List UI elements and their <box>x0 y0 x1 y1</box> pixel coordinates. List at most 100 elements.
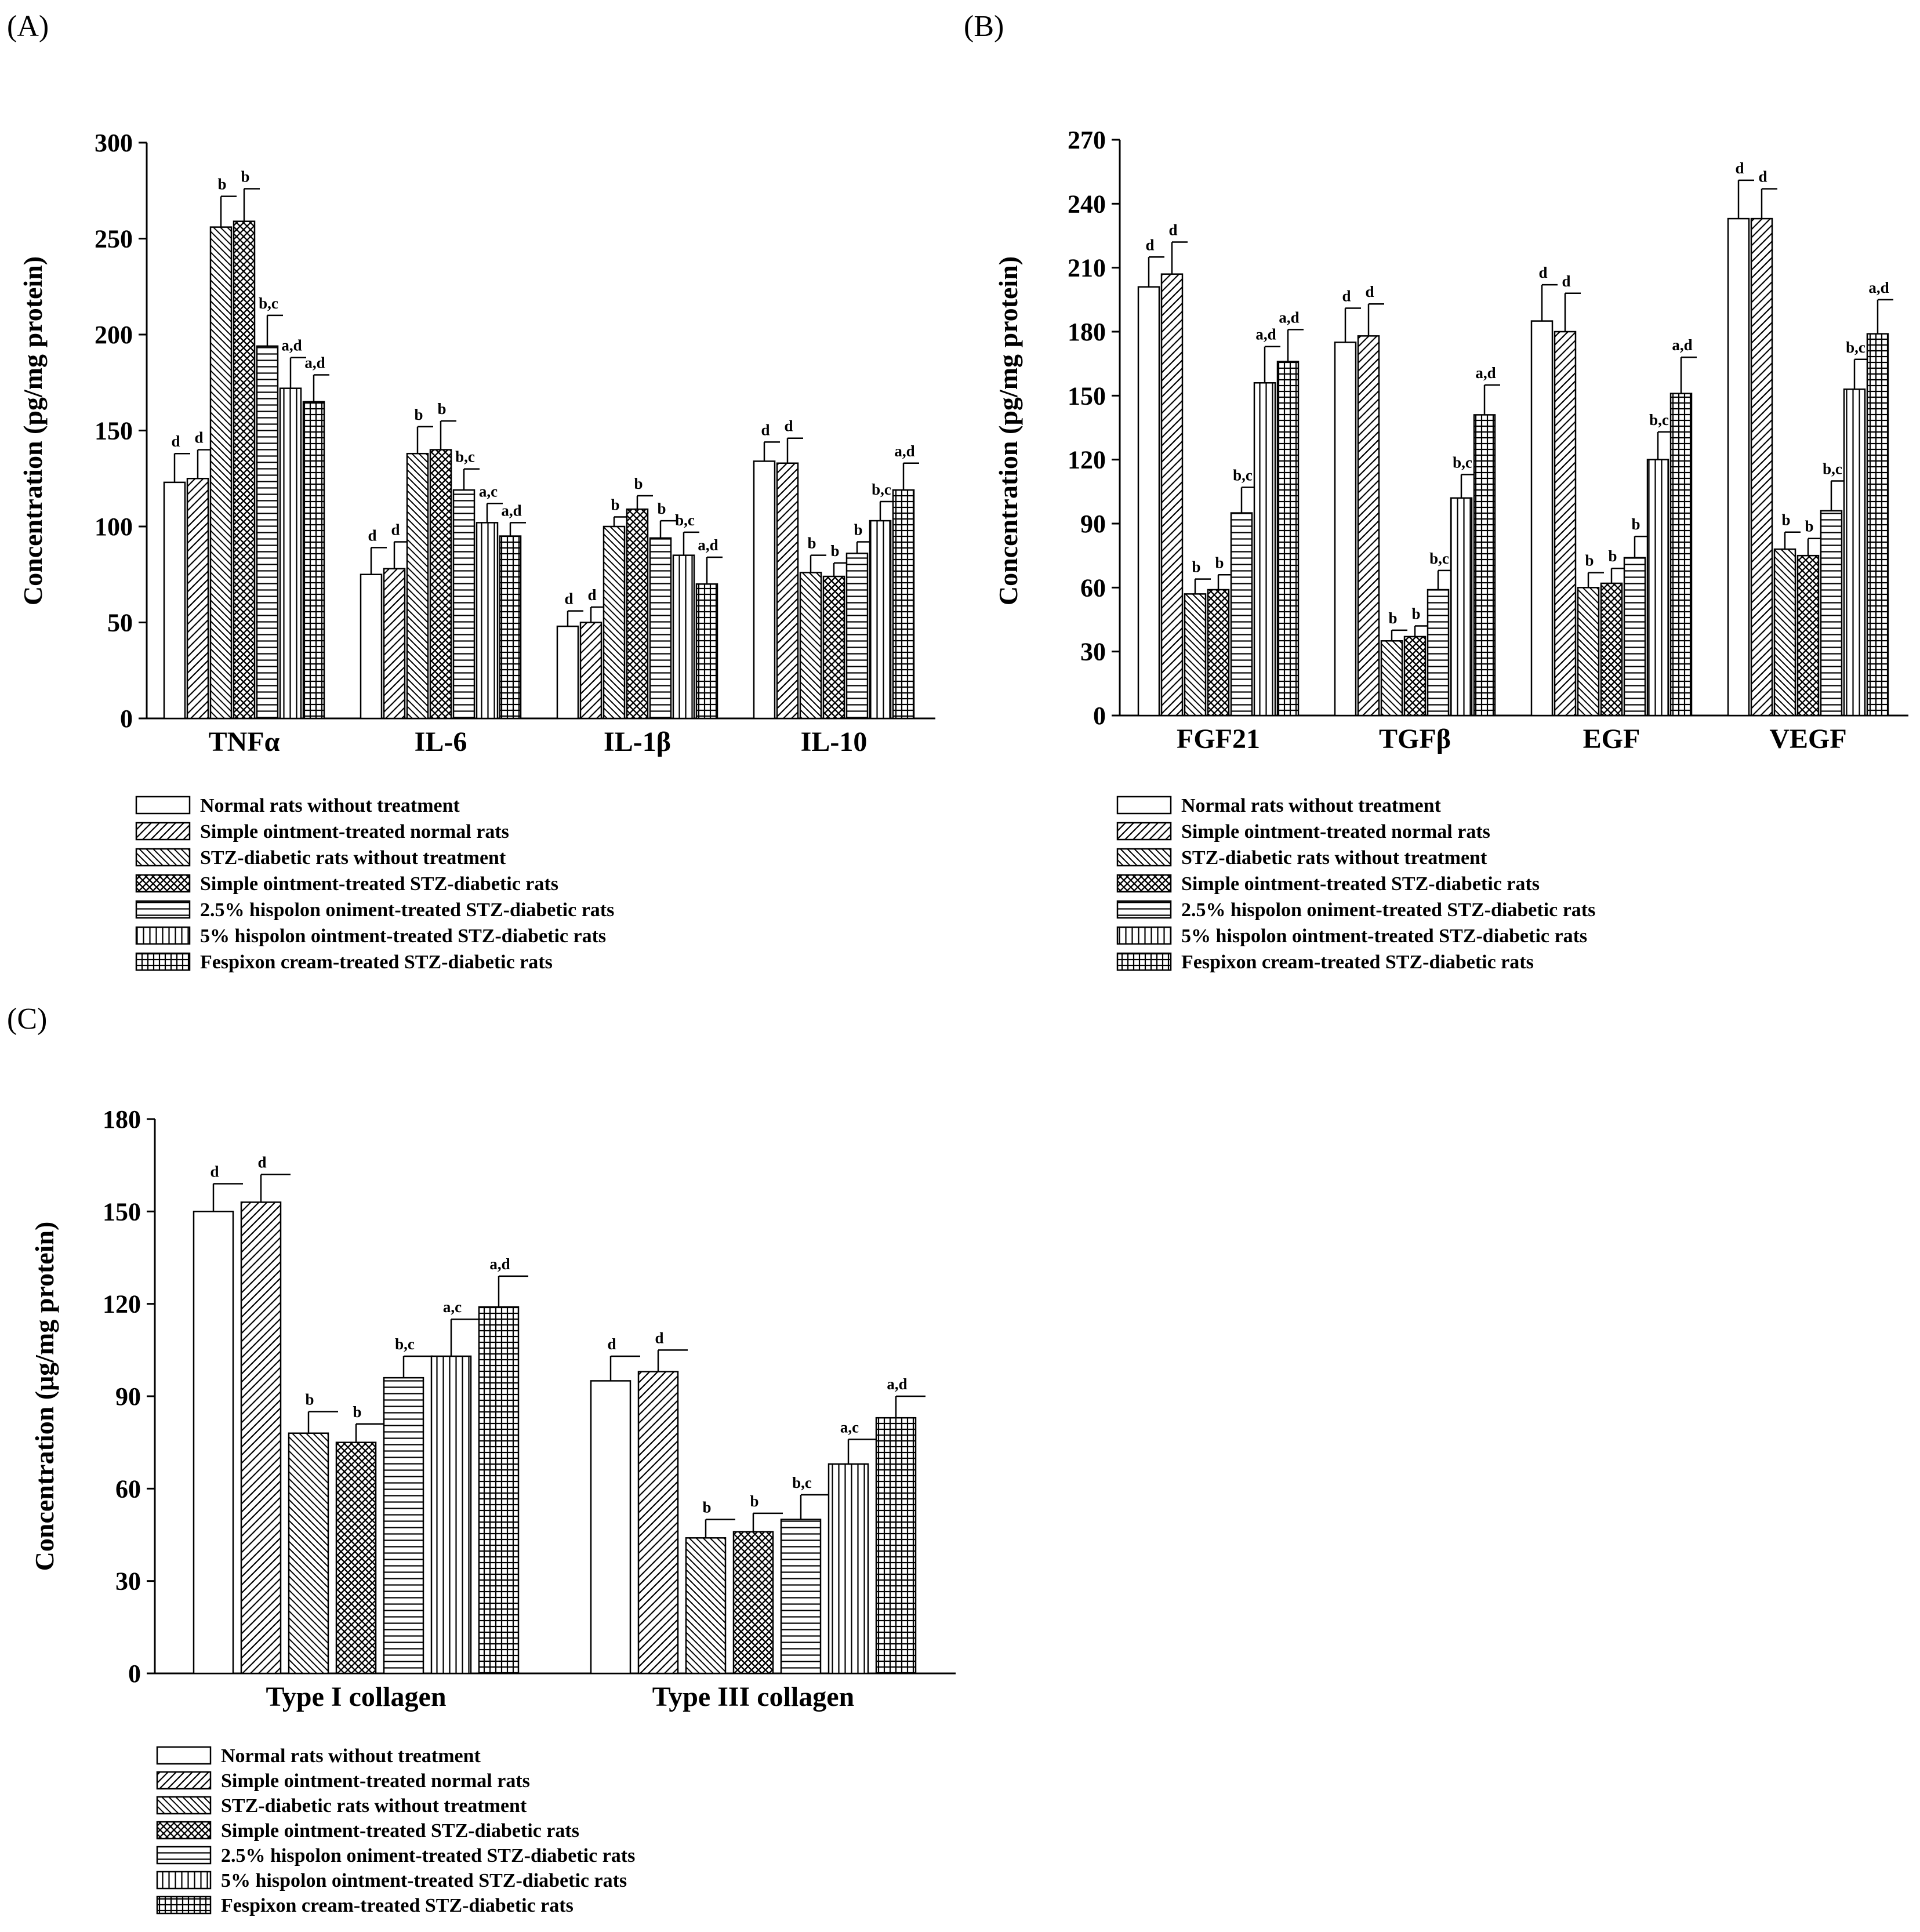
legend-swatch <box>156 1771 212 1790</box>
category-label: IL-10 <box>801 727 868 757</box>
y-tick-label: 90 <box>115 1382 141 1411</box>
legend-swatch <box>156 1895 212 1915</box>
legend-swatch <box>135 952 191 971</box>
category-label: Type I collagen <box>266 1682 446 1712</box>
category-label: TGFβ <box>1379 724 1451 754</box>
bar <box>1623 557 1646 717</box>
bar <box>360 573 383 720</box>
bar <box>753 460 776 720</box>
bar <box>302 401 325 720</box>
bar <box>1230 512 1253 717</box>
significance-label: b,c <box>259 295 278 312</box>
bar <box>383 568 406 720</box>
significance-label: a,c <box>443 1298 462 1316</box>
significance-label: b <box>854 521 862 538</box>
bar <box>499 535 522 720</box>
bar <box>430 1355 472 1675</box>
bar <box>626 508 649 720</box>
significance-label: d <box>564 590 573 608</box>
bar <box>240 1201 282 1675</box>
bar <box>163 481 186 720</box>
bar <box>1357 335 1380 717</box>
y-tick-label: 100 <box>95 513 133 541</box>
bar <box>845 553 869 720</box>
significance-label: b <box>414 406 423 423</box>
bar <box>1843 388 1866 717</box>
significance-label: b <box>1192 558 1200 576</box>
y-tick-label: 150 <box>1068 382 1106 410</box>
bar <box>429 449 452 720</box>
significance-label: b <box>1411 605 1420 623</box>
bar <box>1380 640 1403 717</box>
significance-label: b <box>611 496 619 513</box>
significance-label: d <box>607 1335 616 1353</box>
significance-label: b <box>1215 554 1224 571</box>
legend-swatch <box>1116 952 1172 971</box>
significance-label: b <box>807 535 816 552</box>
y-axis-title: Concentration (pg/mg protein) <box>993 256 1023 605</box>
bar <box>1727 217 1750 717</box>
bar <box>799 572 822 720</box>
bar <box>827 1463 869 1675</box>
bar <box>1796 554 1820 717</box>
significance-label: b,c <box>455 448 475 466</box>
significance-label: d <box>1365 283 1374 300</box>
bar <box>695 583 718 720</box>
y-tick-label: 120 <box>1068 446 1106 474</box>
significance-label: b <box>750 1492 758 1510</box>
legend-swatch <box>1116 874 1172 893</box>
bar <box>590 1380 631 1675</box>
significance-label: b <box>1388 609 1397 627</box>
significance-label: d <box>655 1329 663 1346</box>
y-tick-label: 150 <box>103 1197 141 1226</box>
significance-label: a,d <box>1868 279 1889 296</box>
bar <box>383 1377 424 1675</box>
legend-entry: Normal rats without treatment <box>200 795 460 816</box>
legend-swatch <box>135 822 191 841</box>
significance-label: d <box>257 1154 266 1171</box>
y-tick-label: 270 <box>1068 126 1106 154</box>
panel-a: (A) Concentration (pg/mg protein) 0 50 100 15… <box>7 10 935 973</box>
bar <box>1253 382 1276 717</box>
y-tick-label: 200 <box>95 321 133 349</box>
y-tick-label: 300 <box>95 129 133 157</box>
significance-label: b <box>702 1498 711 1516</box>
bar <box>1276 361 1300 717</box>
bar <box>1137 286 1160 717</box>
significance-label: a,d <box>501 502 521 519</box>
legend-swatch <box>135 848 191 867</box>
significance-label: b,c <box>1429 550 1449 567</box>
y-tick-label: 30 <box>115 1567 141 1596</box>
significance-label: d <box>171 433 180 450</box>
bar <box>822 575 845 720</box>
legend-swatch <box>156 1746 212 1765</box>
y-tick-label: 0 <box>120 704 133 733</box>
bar <box>476 522 499 720</box>
y-tick-label: 150 <box>95 417 133 445</box>
y-tick-label: 250 <box>95 225 133 253</box>
significance-label: a,d <box>894 442 914 460</box>
bar <box>892 489 915 720</box>
bar <box>193 1211 234 1675</box>
legend-swatch <box>1116 926 1172 945</box>
significance-label: b,c <box>1846 339 1865 356</box>
significance-label: d <box>1538 264 1547 281</box>
significance-label: b,c <box>1823 460 1842 477</box>
significance-label: b,c <box>872 481 891 498</box>
significance-label: d <box>784 417 793 435</box>
significance-label: b <box>437 400 446 417</box>
legend-entry: Simple ointment-treated STZ-diabetic rat… <box>200 873 558 895</box>
significance-label: a,d <box>1475 364 1496 382</box>
significance-label: b <box>305 1391 314 1408</box>
panel-b: (B) Concentration (pg/mg protein) 0 30 60 90 1… <box>964 10 1908 973</box>
significance-label: b,c <box>1649 411 1669 428</box>
legend-entry: STZ-diabetic rats without treatment <box>221 1795 527 1817</box>
bar <box>1184 593 1207 717</box>
legend-entry: Simple ointment-treated normal rats <box>200 821 509 842</box>
legend-entry: Fespixon cream-treated STZ-diabetic rats <box>200 952 553 973</box>
bar <box>685 1537 727 1675</box>
category-label: IL-1β <box>604 727 671 757</box>
significance-label: d <box>1342 288 1351 305</box>
significance-label: b <box>1805 518 1813 535</box>
significance-label: a,d <box>281 337 302 354</box>
